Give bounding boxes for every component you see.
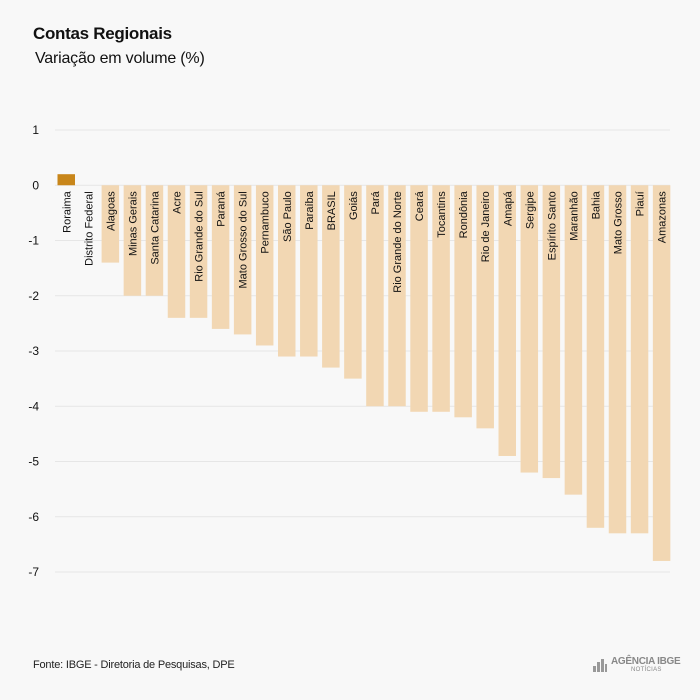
- y-tick-label: -5: [28, 455, 39, 469]
- category-label: Acre: [172, 191, 184, 214]
- category-label: Distrito Federal: [83, 191, 95, 266]
- bar: [322, 185, 340, 368]
- bar: [564, 185, 583, 495]
- category-label: Paraíba: [304, 190, 316, 229]
- bar: [586, 185, 605, 528]
- category-label: Goiás: [348, 191, 360, 220]
- category-label: Rio Grande do Norte: [392, 191, 404, 293]
- bar: [211, 185, 230, 329]
- bar: [454, 185, 472, 418]
- brand-subtitle: NOTÍCIAS: [631, 667, 662, 673]
- brand-name: AGÊNCIA IBGE: [611, 656, 681, 667]
- bars: [57, 174, 671, 561]
- category-labels: Roraima Distrito Federal Alagoas Minas Gera…: [61, 190, 668, 292]
- y-tick-label: 1: [32, 123, 39, 137]
- category-label: Maranhão: [568, 191, 580, 241]
- category-label: Mato Grosso: [613, 191, 625, 254]
- bar: [542, 185, 561, 479]
- bar: [388, 185, 406, 407]
- category-label: Pernambuco: [260, 191, 272, 253]
- category-label: Piauí: [635, 191, 647, 216]
- bar: [366, 185, 384, 407]
- bar-chart: 1 0 -1 -2 -3 -4 -5 -6 -7 Roraima Distrito Federal…: [28, 123, 671, 579]
- category-label: Pará: [370, 190, 382, 214]
- bar: [233, 185, 252, 335]
- bar: [255, 185, 274, 346]
- bar: [300, 185, 318, 357]
- bar: [630, 185, 649, 534]
- y-tick-label: -2: [28, 289, 39, 303]
- bar: [278, 185, 296, 357]
- y-tick-label: -4: [28, 399, 39, 413]
- bar: [123, 185, 142, 296]
- bar: [432, 185, 450, 412]
- bar: [57, 174, 75, 186]
- ibge-logo-icon: [593, 659, 607, 672]
- category-label: Amapá: [502, 190, 514, 226]
- bar: [520, 185, 539, 473]
- category-label: Bahia: [590, 190, 602, 219]
- y-axis-ticks: 1 0 -1 -2 -3 -4 -5 -6 -7: [28, 123, 39, 579]
- category-label: Rio de Janeiro: [480, 191, 492, 262]
- bar: [145, 185, 164, 296]
- y-tick-label: -3: [28, 344, 39, 358]
- category-label: Mato Grosso do Sul: [238, 191, 250, 288]
- category-label: Espírito Santo: [546, 191, 558, 260]
- category-label: Ceará: [414, 190, 426, 221]
- category-label: São Paulo: [282, 191, 294, 242]
- y-tick-label: -6: [28, 510, 39, 524]
- agency-logo: AGÊNCIA IBGE NOTÍCIAS: [592, 656, 681, 673]
- chart-title: Contas Regionais: [33, 24, 172, 43]
- bar: [608, 185, 627, 534]
- y-tick-label: -1: [28, 234, 39, 248]
- bar: [498, 185, 516, 456]
- category-label: Rio Grande do Sul: [194, 191, 206, 282]
- bar: [189, 185, 208, 318]
- bar: [476, 185, 494, 429]
- bar: [167, 185, 186, 318]
- category-label: Tocantins: [436, 191, 448, 238]
- bar: [344, 185, 362, 379]
- chart-subtitle: Variação em volume (%): [35, 50, 205, 67]
- category-label: Roraima: [61, 190, 73, 232]
- category-label: Amazonas: [657, 191, 669, 243]
- bar: [410, 185, 428, 412]
- y-tick-label: -7: [28, 565, 39, 579]
- category-label: Alagoas: [105, 191, 117, 231]
- category-label: Rondônia: [458, 190, 470, 238]
- bar: [101, 185, 120, 263]
- category-label: Paraná: [216, 190, 228, 226]
- category-label: Santa Catarina: [149, 190, 161, 264]
- y-tick-label: 0: [32, 178, 39, 192]
- bar: [652, 185, 671, 561]
- category-label: Minas Gerais: [127, 191, 139, 256]
- category-label: Sergipe: [524, 191, 536, 229]
- category-label: BRASIL: [326, 191, 338, 230]
- source-note: Fonte: IBGE - Diretoria de Pesquisas, DP…: [33, 659, 235, 671]
